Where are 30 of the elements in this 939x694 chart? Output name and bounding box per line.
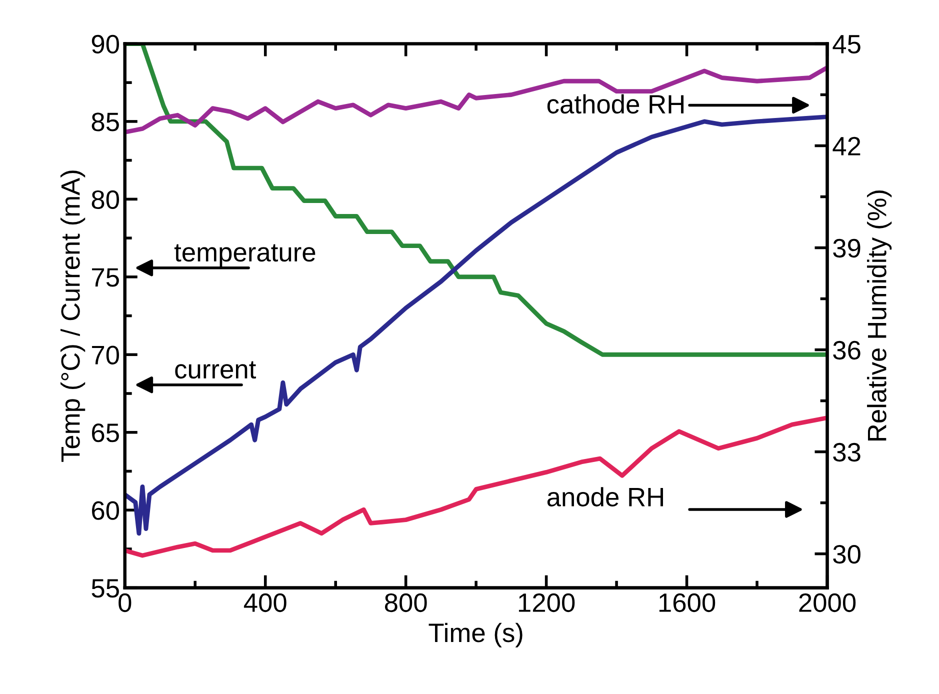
y2-axis-title: Relative Humidity (%) — [867, 190, 892, 440]
x-tick-label: 0 — [118, 593, 132, 612]
annotation: cathode RH — [547, 94, 684, 114]
y-tick-label: 90 — [92, 34, 119, 54]
x-axis-title: Time (s) — [428, 622, 522, 648]
y2-tick-label: 42 — [832, 136, 860, 156]
y2-tick-label: 45 — [832, 35, 860, 54]
y-tick-label: 80 — [92, 190, 119, 209]
annotation: temperature — [174, 244, 316, 267]
x-tick-label: 2000 — [799, 593, 856, 612]
y2-tick-label: 30 — [833, 544, 860, 564]
y-axis-title: Temp (°C) / Current (mA) — [60, 170, 86, 462]
x-tick-label: 1600 — [659, 593, 716, 612]
y2-tick-label: 33 — [833, 442, 860, 462]
x-tick-label: 800 — [384, 593, 427, 612]
annotation: anode RH — [547, 487, 663, 506]
x-tick-label: 400 — [244, 593, 286, 612]
y-tick-label: 75 — [92, 268, 119, 287]
line-series — [124, 416, 828, 558]
y2-tick-label: 39 — [833, 238, 860, 258]
y-tick-label: 70 — [92, 346, 119, 364]
y-tick-label: 85 — [92, 112, 119, 132]
x-tick-label: 1200 — [518, 593, 575, 612]
line-series — [124, 65, 828, 134]
annotation: current — [175, 361, 256, 379]
y-tick-label: 60 — [92, 501, 119, 520]
line-series — [124, 114, 828, 536]
y2-tick-label: 36 — [833, 340, 860, 360]
y-tick-label: 65 — [92, 423, 119, 442]
y-tick-label: 55 — [92, 579, 119, 598]
